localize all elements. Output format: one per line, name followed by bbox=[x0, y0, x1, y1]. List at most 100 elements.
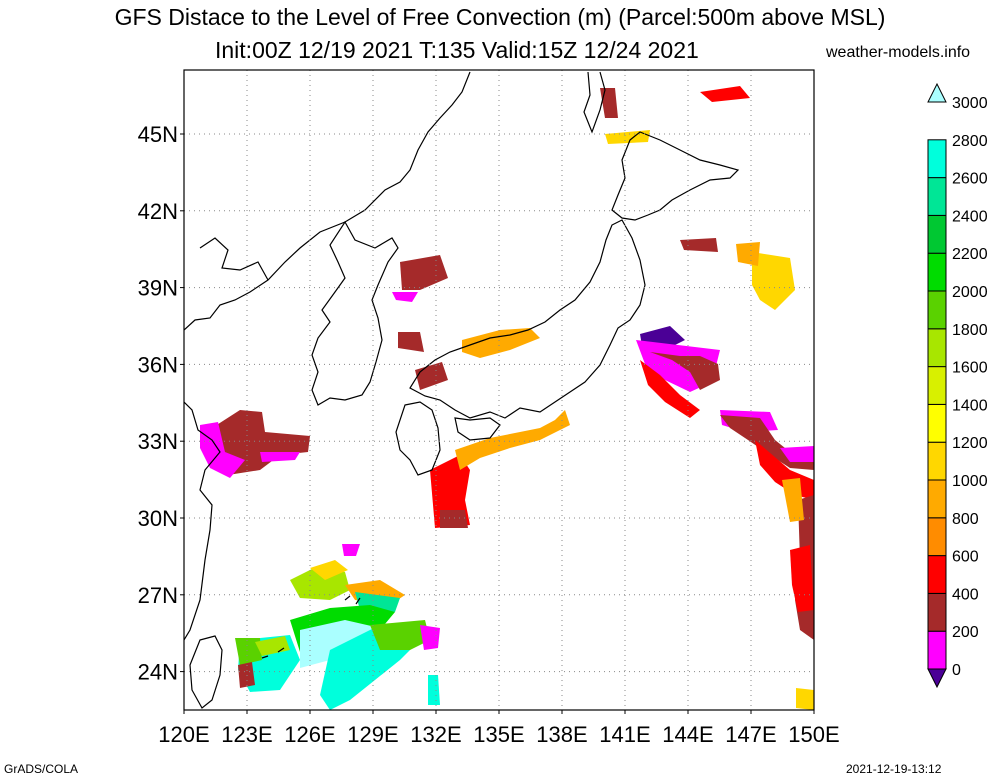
footer-credit: GrADS/COLA bbox=[4, 762, 79, 776]
colorbar-label-1200: 1200 bbox=[952, 435, 988, 452]
lfc-patch bbox=[392, 292, 418, 302]
colorbar-box-1000 bbox=[927, 479, 947, 519]
colorbar-label-200: 200 bbox=[952, 624, 979, 641]
lat-label-24N: 24N bbox=[138, 660, 178, 685]
lfc-patch bbox=[736, 242, 760, 266]
lfc-patch bbox=[462, 328, 540, 358]
lat-label-39N: 39N bbox=[138, 276, 178, 301]
lat-label-33N: 33N bbox=[138, 429, 178, 454]
lfc-patch bbox=[440, 510, 468, 528]
lon-label-150E: 150E bbox=[788, 722, 839, 747]
ryukyu-islands bbox=[261, 595, 361, 659]
lfc-patch bbox=[640, 360, 700, 418]
lfc-patch bbox=[398, 332, 424, 352]
colorbar-box-2200 bbox=[927, 252, 947, 292]
lon-label-141E: 141E bbox=[599, 722, 650, 747]
lon-label-126E: 126E bbox=[284, 722, 335, 747]
lat-label-30N: 30N bbox=[138, 506, 178, 531]
colorbar-box-1600 bbox=[927, 366, 947, 405]
colorbar-label-400: 400 bbox=[952, 586, 979, 603]
lfc-patch bbox=[370, 620, 430, 650]
lfc-patch bbox=[782, 478, 804, 522]
lon-label-132E: 132E bbox=[410, 722, 461, 747]
colorbar-box-2000 bbox=[927, 290, 947, 330]
colorbar-box-2800 bbox=[927, 139, 947, 179]
colorbar-box-2600 bbox=[927, 177, 947, 216]
lon-label-135E: 135E bbox=[473, 722, 524, 747]
colorbar: 0 200 400 600 800 1000 1200 1400 1600 1800 2000 220… bbox=[927, 82, 988, 689]
colorbar-label-1000: 1000 bbox=[952, 473, 988, 490]
colorbar-box-1400 bbox=[927, 403, 947, 443]
lfc-patch bbox=[255, 636, 290, 656]
lfc-field-layer bbox=[200, 86, 814, 710]
lfc-patch bbox=[796, 688, 814, 710]
lfc-patch bbox=[780, 446, 814, 462]
lfc-patch bbox=[600, 88, 618, 118]
shikoku-coast bbox=[454, 417, 501, 441]
colorbar-label-1600: 1600 bbox=[952, 360, 988, 377]
colorbar-label-2200: 2200 bbox=[952, 246, 988, 263]
lon-label-138E: 138E bbox=[536, 722, 587, 747]
colorbar-box-1200 bbox=[927, 441, 947, 481]
lon-label-123E: 123E bbox=[221, 722, 272, 747]
colorbar-label-800: 800 bbox=[952, 511, 979, 528]
lfc-patch bbox=[455, 410, 570, 470]
colorbar-label-2400: 2400 bbox=[952, 208, 988, 225]
lfc-patch bbox=[415, 362, 448, 390]
kyushu-coast bbox=[395, 401, 441, 476]
lfc-patch bbox=[400, 255, 448, 290]
coastlines bbox=[184, 71, 740, 709]
lfc-patch bbox=[342, 544, 360, 556]
colorbar-label-1800: 1800 bbox=[952, 322, 988, 339]
mainland-coast bbox=[184, 401, 221, 641]
north-korea-china-coast bbox=[184, 71, 471, 331]
colorbar-box-400 bbox=[927, 592, 947, 632]
lfc-patch bbox=[310, 560, 348, 580]
lat-label-42N: 42N bbox=[138, 199, 178, 224]
colorbar-box-600 bbox=[927, 555, 947, 594]
colorbar-label-2000: 2000 bbox=[952, 284, 988, 301]
lat-label-27N: 27N bbox=[138, 583, 178, 608]
colorbar-label-2600: 2600 bbox=[952, 171, 988, 188]
chart-title: GFS Distace to the Level of Free Convect… bbox=[114, 4, 886, 30]
lat-label-36N: 36N bbox=[138, 352, 178, 377]
lfc-patch bbox=[430, 455, 470, 528]
site-label: weather-models.info bbox=[826, 44, 971, 61]
lfc-patch bbox=[428, 675, 440, 705]
lfc-patch bbox=[605, 130, 650, 144]
taiwan-coast bbox=[189, 635, 223, 709]
lfc-patch bbox=[260, 452, 300, 462]
bohai-coast bbox=[199, 237, 269, 281]
colorbar-min-triangle bbox=[927, 668, 947, 689]
graticule bbox=[184, 70, 814, 710]
longitude-labels: 120E 123E 126E 129E 132E 135E 138E 141E 144E 147E… bbox=[158, 710, 840, 747]
lfc-patch bbox=[200, 422, 245, 478]
hokkaido-coast bbox=[611, 131, 740, 221]
korea-coast bbox=[311, 220, 399, 406]
colorbar-box-200 bbox=[927, 630, 947, 670]
lfc-patch bbox=[790, 545, 814, 612]
lat-label-45N: 45N bbox=[138, 122, 178, 147]
latitude-labels: 24N 27N 30N 33N 36N 39N 42N 45N bbox=[138, 122, 184, 685]
colorbar-box-1800 bbox=[927, 328, 947, 368]
lon-label-129E: 129E bbox=[347, 722, 398, 747]
colorbar-box-2400 bbox=[927, 214, 947, 254]
lfc-patch bbox=[300, 620, 380, 668]
lfc-patch bbox=[700, 86, 750, 102]
honshu-coast bbox=[409, 219, 646, 419]
lfc-patch bbox=[650, 352, 720, 390]
lon-label-120E: 120E bbox=[158, 722, 209, 747]
lfc-patch bbox=[752, 252, 795, 310]
colorbar-label-600: 600 bbox=[952, 549, 979, 566]
chart-subtitle: Init:00Z 12/19 2021 T:135 Valid:15Z 12/2… bbox=[215, 37, 699, 63]
sakhalin-coast bbox=[583, 71, 606, 134]
colorbar-box-800 bbox=[927, 517, 947, 557]
footer-timestamp: 2021-12-19-13:12 bbox=[846, 762, 942, 776]
lfc-patch bbox=[235, 638, 262, 665]
colorbar-label-2800: 2800 bbox=[952, 133, 988, 150]
colorbar-label-1400: 1400 bbox=[952, 397, 988, 414]
lon-label-147E: 147E bbox=[725, 722, 776, 747]
colorbar-label-3000: 3000 bbox=[952, 95, 988, 112]
lon-label-144E: 144E bbox=[662, 722, 713, 747]
